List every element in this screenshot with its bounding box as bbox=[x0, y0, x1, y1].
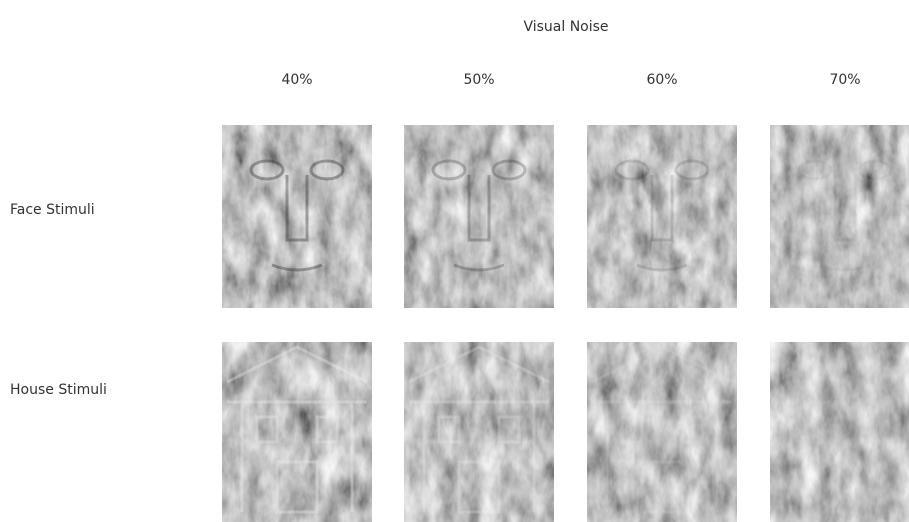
stimulus-outline bbox=[774, 345, 909, 514]
stimulus-outline bbox=[249, 159, 345, 272]
stimulus-image bbox=[770, 342, 909, 522]
stimulus-outline bbox=[797, 159, 893, 272]
stimulus-image bbox=[587, 342, 737, 522]
column-label: 50% bbox=[463, 72, 494, 88]
stimulus-outline bbox=[614, 159, 710, 272]
stimulus-image bbox=[404, 342, 554, 522]
stimulus-image bbox=[770, 125, 909, 308]
stimulus-outline bbox=[408, 345, 550, 514]
column-label: 40% bbox=[281, 72, 312, 88]
column-label: 70% bbox=[829, 72, 860, 88]
stimulus-image bbox=[587, 125, 737, 308]
stimulus-outline bbox=[226, 345, 368, 514]
figure-title: Visual Noise bbox=[523, 19, 608, 35]
stimulus-image bbox=[222, 342, 372, 522]
stimulus-outline bbox=[431, 159, 527, 272]
stimulus-outline bbox=[591, 345, 733, 514]
column-label: 60% bbox=[646, 72, 677, 88]
stimulus-image bbox=[222, 125, 372, 308]
row-label: Face Stimuli bbox=[10, 202, 95, 218]
row-label: House Stimuli bbox=[10, 382, 107, 398]
stimulus-image bbox=[404, 125, 554, 308]
